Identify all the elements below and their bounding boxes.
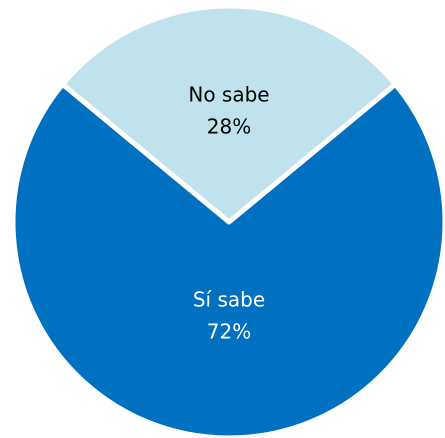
slice-label: No sabe: [188, 83, 269, 107]
pie-slice: [60, 3, 398, 225]
slice-value: 72%: [207, 320, 251, 344]
slice-label: Sí sabe: [193, 288, 265, 312]
slice-value: 28%: [207, 115, 251, 139]
